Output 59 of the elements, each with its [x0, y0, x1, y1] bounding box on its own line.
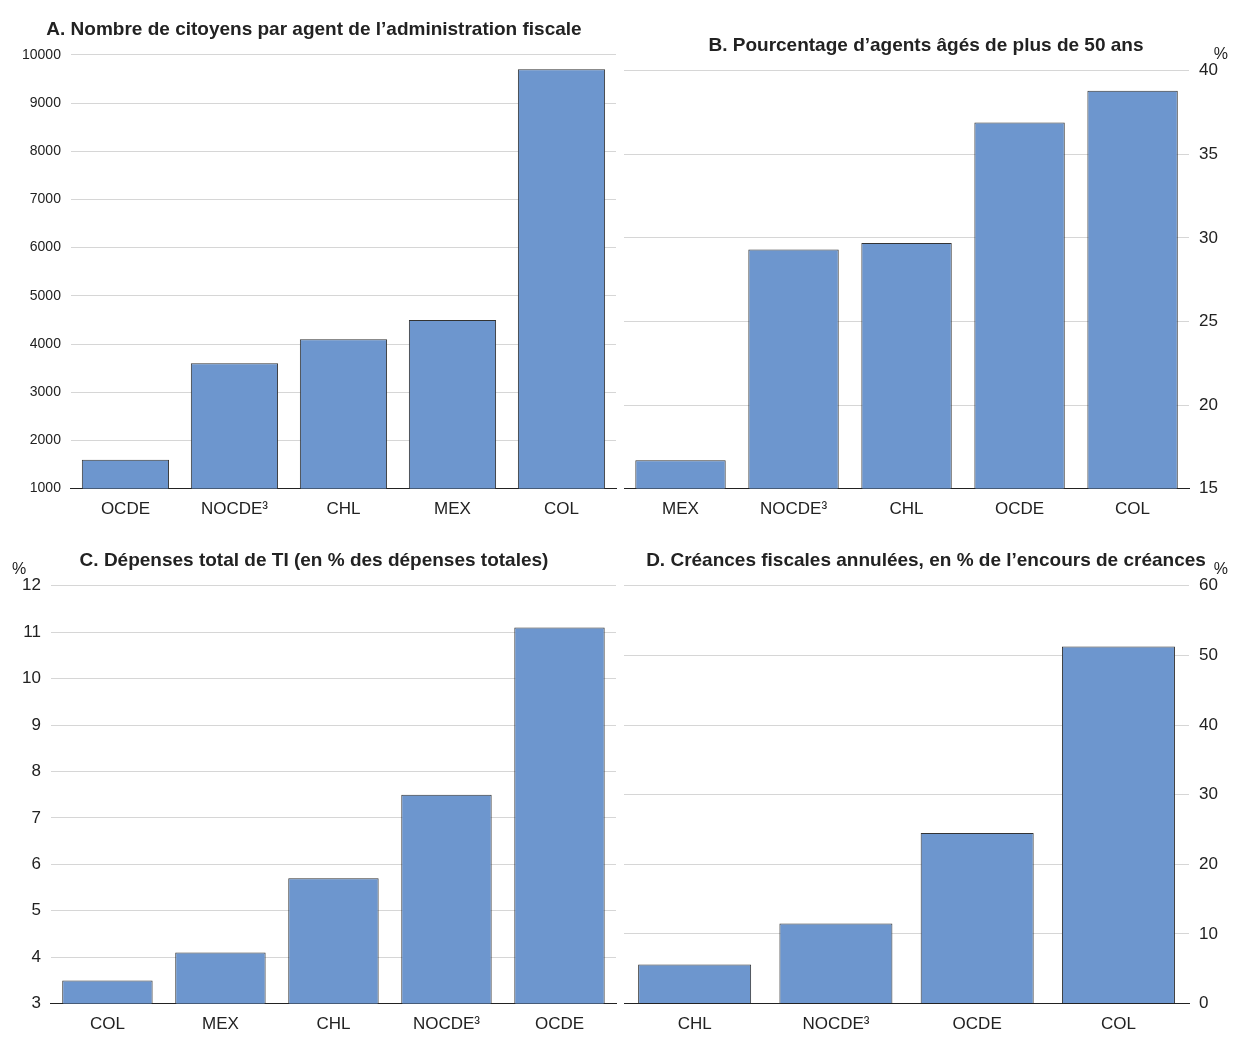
- y-tick-label: 7000: [29, 190, 62, 207]
- y-tick-label: 10: [1199, 923, 1219, 943]
- y-tick-label: 12: [21, 575, 41, 595]
- x-tick-label: COL: [544, 499, 579, 519]
- x-tick-label: MEX: [662, 499, 699, 519]
- x-tick-label: NOCDE³: [760, 499, 828, 519]
- y-tick-label: 4000: [29, 334, 62, 351]
- x-tick-label: OCDE: [952, 1014, 1002, 1034]
- y-axis-title: %: [12, 560, 27, 578]
- y-tick-label: 20: [1199, 854, 1219, 874]
- x-tick-label: CHL: [316, 1014, 351, 1034]
- y-axis-title: %: [1213, 45, 1228, 63]
- y-axis-title: %: [1213, 560, 1228, 578]
- x-tick-label: OCDE: [995, 499, 1045, 519]
- y-tick-label: 8: [31, 761, 41, 781]
- y-tick-label: 8000: [29, 142, 62, 159]
- y-tick-label: 3: [31, 993, 41, 1013]
- x-tick-label: CHL: [677, 1014, 712, 1034]
- y-tick-label: 0: [1199, 993, 1209, 1013]
- x-tick-label: MEX: [434, 499, 471, 519]
- chart-title: B. Pourcentage d’agents âgés de plus de 50 ans: [708, 33, 1144, 55]
- y-tick-label: 20: [1199, 394, 1219, 414]
- y-tick-label: 3000: [29, 383, 62, 400]
- chart-title: C. Dépenses total de TI (en % des dépenses totales): [79, 548, 549, 570]
- y-tick-label: 9000: [29, 93, 62, 110]
- x-tick-label: NOCDE³: [412, 1014, 481, 1034]
- y-tick-label: 50: [1199, 645, 1219, 665]
- y-tick-label: 35: [1199, 144, 1219, 164]
- y-tick-label: 60: [1199, 575, 1219, 595]
- x-tick-label: OCDE: [100, 499, 150, 519]
- y-tick-label: 7: [31, 807, 41, 827]
- y-tick-label: 11: [23, 621, 41, 641]
- y-tick-label: 15: [1199, 478, 1219, 498]
- y-tick-label: 2000: [29, 431, 62, 448]
- y-tick-label: 1000: [29, 479, 62, 496]
- y-tick-label: 40: [1199, 714, 1219, 734]
- y-tick-label: 30: [1199, 227, 1219, 247]
- y-tick-label: 5: [31, 900, 41, 920]
- chart-title: D. Créances fiscales annulées, en % de l’encours de créances: [646, 548, 1206, 570]
- y-tick-label: 10: [21, 668, 41, 688]
- y-tick-label: 4: [31, 946, 41, 966]
- x-tick-label: CHL: [889, 499, 924, 519]
- y-tick-label: 10000: [21, 45, 62, 62]
- y-tick-label: 6000: [29, 238, 62, 255]
- y-tick-label: 40: [1199, 60, 1219, 80]
- x-tick-label: COL: [1115, 499, 1151, 519]
- x-tick-label: COL: [1100, 1014, 1136, 1034]
- y-tick-label: 25: [1199, 311, 1219, 331]
- y-tick-label: 5000: [29, 286, 62, 303]
- x-tick-label: CHL: [326, 499, 361, 519]
- y-tick-label: 6: [31, 854, 41, 874]
- y-tick-label: 9: [31, 714, 41, 734]
- x-tick-label: NOCDE³: [802, 1014, 870, 1034]
- chart-title: A. Nombre de citoyens par agent de l’administration fiscale: [46, 17, 582, 39]
- x-tick-label: COL: [89, 1014, 125, 1034]
- y-tick-label: 30: [1199, 784, 1219, 804]
- x-tick-label: OCDE: [534, 1014, 585, 1034]
- x-tick-label: NOCDE³: [200, 499, 269, 519]
- x-tick-label: MEX: [202, 1014, 239, 1034]
